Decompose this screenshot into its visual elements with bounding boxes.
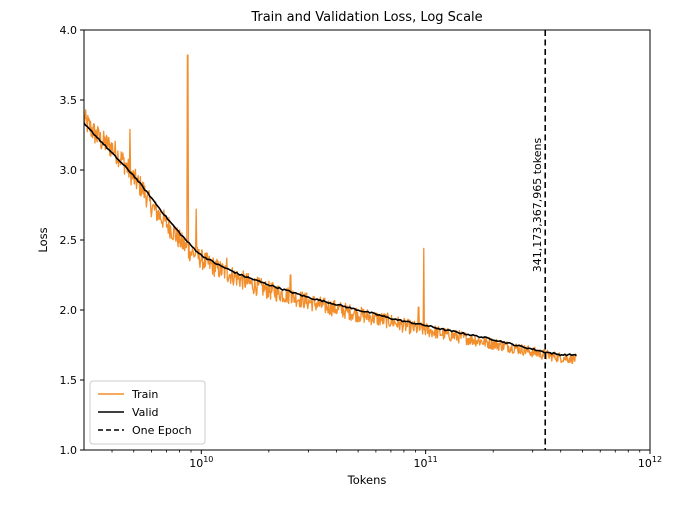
legend-label-valid: Valid — [132, 406, 159, 419]
y-tick-label: 2.5 — [60, 234, 78, 247]
y-tick-label: 1.5 — [60, 374, 78, 387]
x-tick-label: 1011 — [414, 455, 438, 470]
train-loss-line — [84, 54, 578, 365]
valid-loss-line — [84, 122, 577, 357]
x-axis-label: Tokens — [347, 473, 387, 487]
y-tick-label: 3.5 — [60, 94, 78, 107]
x-tick-label: 1012 — [638, 455, 662, 470]
legend-box — [89, 380, 206, 445]
epoch-annotation: 341,173,367,965 tokens — [531, 138, 544, 273]
legend-label-train: Train — [131, 388, 158, 401]
y-tick-label: 1.0 — [60, 444, 78, 457]
x-tick-label: 1010 — [189, 455, 213, 470]
legend-label-one-epoch: One Epoch — [132, 424, 192, 437]
axes: 1.0 1.5 2.0 2.5 3.0 3.5 4.0 1010 1011 1012 — [60, 24, 663, 470]
y-tick-label: 4.0 — [60, 24, 78, 37]
chart-title: Train and Validation Loss, Log Scale — [250, 10, 482, 25]
y-tick-label: 3.0 — [60, 164, 78, 177]
plot-clip-group — [84, 30, 578, 450]
legend: Train Valid One Epoch — [89, 380, 206, 445]
y-axis-label: Loss — [36, 227, 50, 252]
y-tick-label: 2.0 — [60, 304, 78, 317]
plot-area: 341,173,367,965 tokens — [84, 30, 578, 450]
